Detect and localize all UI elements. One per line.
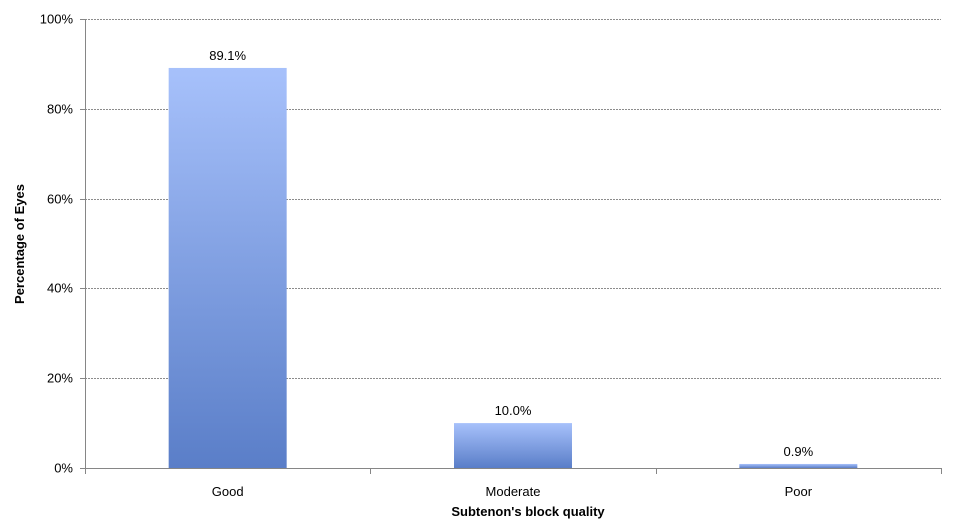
y-tick-label: 100% [40, 12, 74, 27]
y-tick-label: 20% [47, 371, 73, 386]
bar-good [168, 67, 287, 468]
x-category-label: Poor [785, 484, 813, 499]
bar-poor [739, 463, 858, 468]
bars [168, 67, 858, 468]
y-tick-label: 80% [47, 102, 73, 117]
data-label: 89.1% [209, 48, 246, 63]
labels: 0% 20% 40% 60% 80% 100% 89.1% Good 10.0% Moderate… [40, 12, 814, 500]
bar-moderate [454, 423, 572, 468]
data-label: 10.0% [495, 403, 532, 418]
y-tick-label: 40% [47, 281, 73, 296]
data-label: 0.9% [784, 444, 814, 459]
y-tick-label: 0% [54, 461, 73, 476]
x-category-label: Good [212, 484, 244, 499]
x-axis-title: Subtenon's block quality [451, 504, 605, 519]
y-tick-label: 60% [47, 192, 73, 207]
x-category-label: Moderate [486, 484, 541, 499]
axes [80, 19, 942, 474]
y-axis-title: Percentage of Eyes [12, 184, 27, 304]
